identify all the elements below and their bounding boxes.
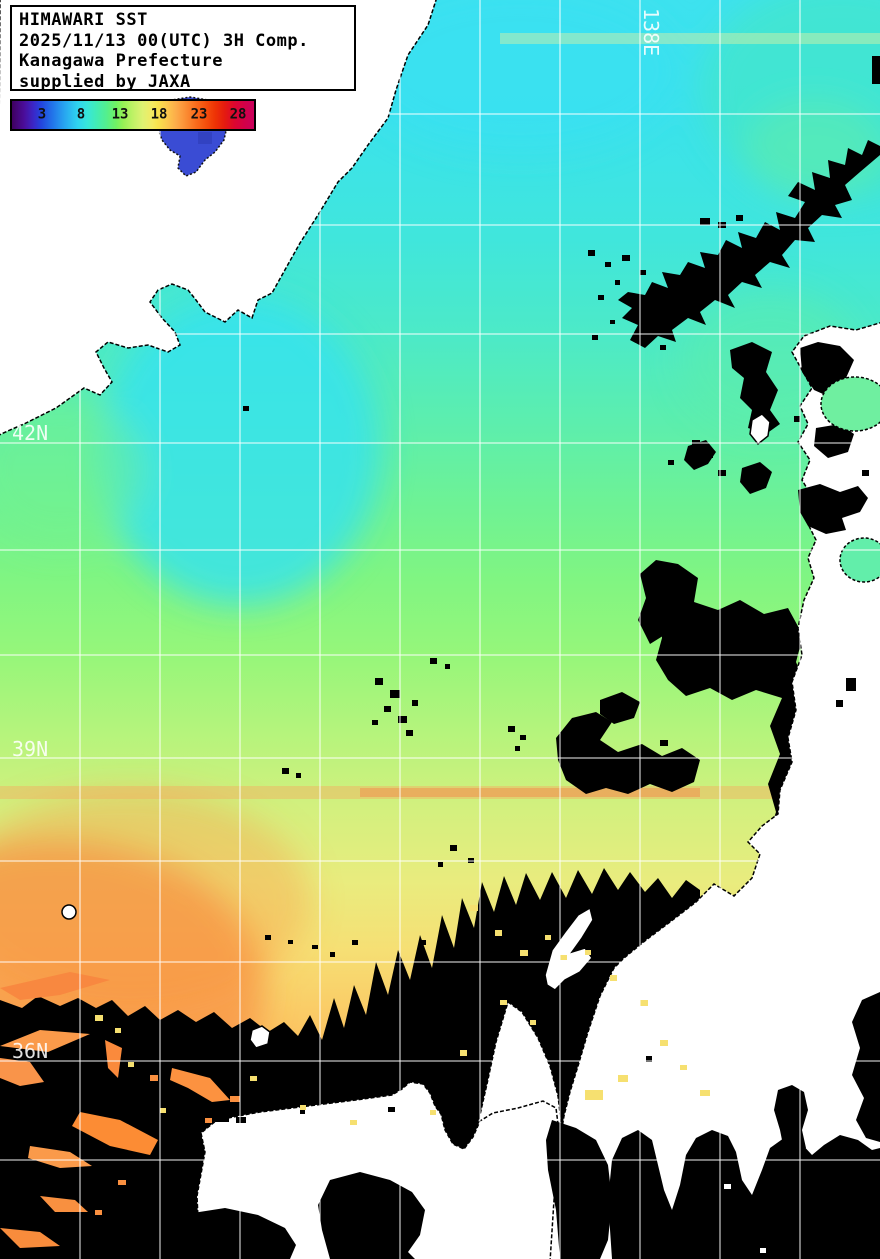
cloud-mass-topright: [618, 140, 880, 348]
lat-label-36n: 36N: [12, 1039, 48, 1063]
graticule-labels: 42N 39N 36N 138E: [12, 8, 663, 1063]
colorbar-tick-3: 3: [37, 106, 47, 123]
bays: [820, 376, 880, 583]
colorbar-tick-13: 13: [111, 106, 129, 123]
cloud-gap-speckles: [95, 905, 710, 1125]
title-box: HIMAWARI SST 2025/11/13 00(UTC) 3H Comp.…: [10, 5, 356, 92]
lon-label-138e: 138E: [639, 8, 663, 56]
warm-streaks-in-cloud: [0, 972, 240, 1248]
island-ulleungdo: [61, 904, 77, 920]
cloud-mass-midright: [556, 712, 700, 794]
island-sado: [544, 906, 594, 991]
cloud-tsugaru-strait: [798, 484, 868, 534]
colorbar-tick-23: 23: [190, 106, 208, 123]
islets-south: [724, 1184, 766, 1253]
lat-label-42n: 42N: [12, 421, 48, 445]
lat-label-39n: 39N: [12, 737, 48, 761]
land-west-honshu-strip: [196, 1081, 561, 1259]
product-name: HIMAWARI SST: [19, 10, 148, 30]
colorbar-tick-28: 28: [229, 106, 247, 123]
bay-funka: [820, 376, 880, 432]
datetime-line: 2025/11/13 00(UTC) 3H Comp.: [19, 30, 309, 51]
region-line: Kanagawa Prefecture: [19, 51, 223, 71]
cloud-pacific-east: [852, 992, 880, 1142]
colorbar-tick-18: 18: [150, 106, 168, 123]
composite-artifact-bands: [0, 33, 880, 799]
island-okushiri: [749, 413, 771, 446]
cloud-pacific-south: [608, 1130, 880, 1259]
island-oki: [249, 1025, 271, 1049]
cloud-toyama-bay: [546, 1120, 612, 1259]
islands: [61, 413, 771, 1049]
bay-mutsu: [839, 537, 880, 583]
cloud-patches-on-land: [180, 342, 880, 1259]
cloud-wakasa-bay: [443, 1110, 468, 1146]
colorbar-tick-8: 8: [76, 106, 86, 123]
credit-line: supplied by JAXA: [19, 71, 191, 92]
land-east-coast: [545, 322, 880, 1259]
sst-colorbar: 3 8 13 18 23 28: [10, 99, 256, 131]
